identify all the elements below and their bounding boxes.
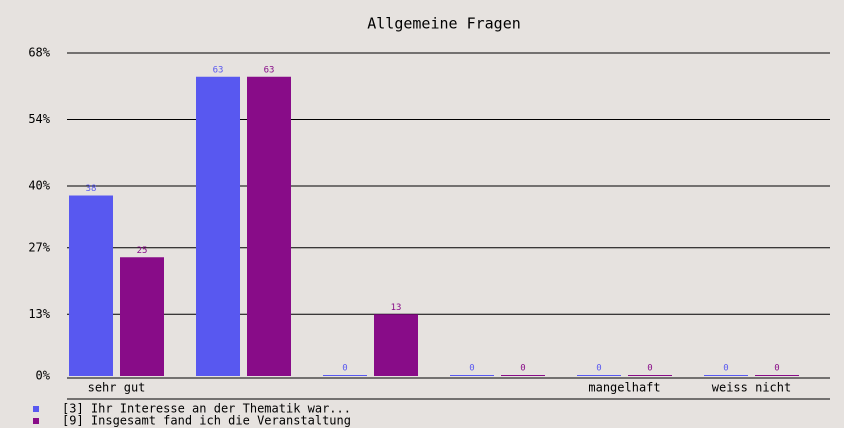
bar: [628, 375, 672, 376]
y-tick-label: 68%: [28, 46, 50, 60]
y-tick-label: 13%: [28, 307, 50, 321]
legend-swatch: [33, 418, 39, 424]
legend-label: [3] Ihr Interesse an der Thematik war...: [62, 402, 351, 416]
value-label: 38: [86, 184, 97, 194]
y-tick-label: 40%: [28, 179, 50, 193]
value-label: 63: [213, 65, 224, 75]
bar: [196, 76, 240, 376]
value-label: 0: [723, 364, 728, 374]
bar: [577, 375, 621, 376]
y-tick-label: 27%: [28, 240, 50, 254]
value-label: 0: [342, 364, 347, 374]
value-label: 0: [469, 364, 474, 374]
value-label: 0: [647, 364, 652, 374]
x-tick-label: mangelhaft: [588, 381, 660, 395]
value-label: 0: [774, 364, 779, 374]
legend-label: [9] Insgesamt fand ich die Veranstaltung: [62, 414, 351, 428]
bar: [501, 375, 545, 376]
legend-swatch: [33, 406, 39, 412]
chart-title: Allgemeine Fragen: [367, 15, 521, 33]
bar: [247, 76, 291, 376]
value-label: 13: [391, 303, 402, 313]
bar: [374, 314, 418, 376]
bar: [69, 195, 113, 376]
x-tick-label: sehr gut: [88, 381, 146, 395]
bar: [323, 375, 367, 376]
value-label: 0: [596, 364, 601, 374]
value-label: 25: [137, 246, 148, 256]
bar: [120, 257, 164, 376]
x-tick-label: weiss nicht: [712, 381, 791, 395]
value-label: 0: [520, 364, 525, 374]
bar: [450, 375, 494, 376]
bar: [704, 375, 748, 376]
bar: [755, 375, 799, 376]
value-label: 63: [264, 65, 275, 75]
y-tick-label: 54%: [28, 112, 50, 126]
y-tick-label: 0%: [36, 369, 51, 383]
